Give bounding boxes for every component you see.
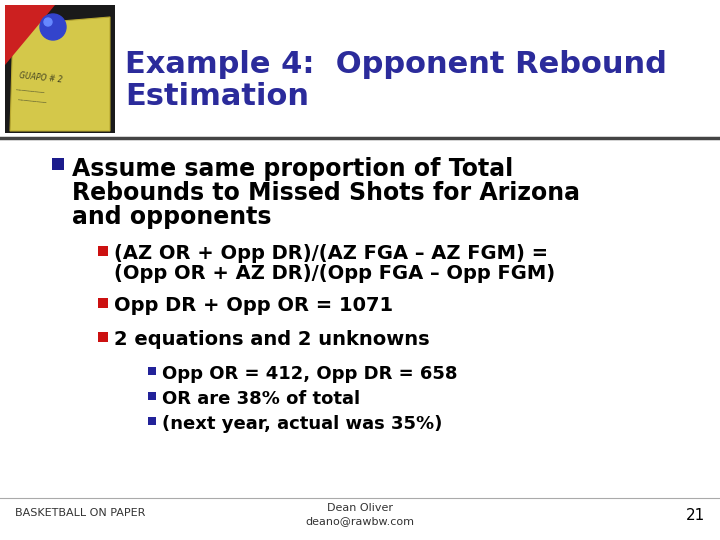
Bar — [52, 158, 64, 170]
Bar — [148, 392, 156, 400]
Circle shape — [44, 18, 52, 26]
Circle shape — [40, 14, 66, 40]
Text: 21: 21 — [685, 508, 705, 523]
Text: ─────────: ───────── — [17, 98, 47, 106]
Bar — [98, 246, 108, 256]
Text: BASKETBALL ON PAPER: BASKETBALL ON PAPER — [15, 508, 145, 518]
Text: OR are 38% of total: OR are 38% of total — [162, 390, 360, 408]
Bar — [5, 5, 115, 133]
Text: Rebounds to Missed Shots for Arizona: Rebounds to Missed Shots for Arizona — [72, 181, 580, 205]
Text: Estimation: Estimation — [125, 82, 309, 111]
Text: Example 4:  Opponent Rebound: Example 4: Opponent Rebound — [125, 50, 667, 79]
Text: and opponents: and opponents — [72, 205, 271, 229]
Polygon shape — [10, 17, 110, 131]
Bar — [148, 417, 156, 425]
Text: (next year, actual was 35%): (next year, actual was 35%) — [162, 415, 442, 433]
Text: (Opp OR + AZ DR)/(Opp FGA – Opp FGM): (Opp OR + AZ DR)/(Opp FGA – Opp FGM) — [114, 264, 555, 283]
Text: ─────────: ───────── — [15, 88, 45, 96]
Text: Opp OR = 412, Opp DR = 658: Opp OR = 412, Opp DR = 658 — [162, 365, 457, 383]
Bar — [148, 367, 156, 375]
Text: (AZ OR + Opp DR)/(AZ FGA – AZ FGM) =: (AZ OR + Opp DR)/(AZ FGA – AZ FGM) = — [114, 244, 548, 263]
Text: Opp DR + Opp OR = 1071: Opp DR + Opp OR = 1071 — [114, 296, 393, 315]
Bar — [98, 332, 108, 342]
Text: GUAPO # 2: GUAPO # 2 — [19, 71, 63, 85]
Text: deano@rawbw.com: deano@rawbw.com — [305, 516, 415, 526]
Text: 2 equations and 2 unknowns: 2 equations and 2 unknowns — [114, 330, 430, 349]
Text: Assume same proportion of Total: Assume same proportion of Total — [72, 157, 513, 181]
Polygon shape — [5, 5, 55, 65]
Bar — [98, 298, 108, 308]
Text: Dean Oliver: Dean Oliver — [327, 503, 393, 513]
